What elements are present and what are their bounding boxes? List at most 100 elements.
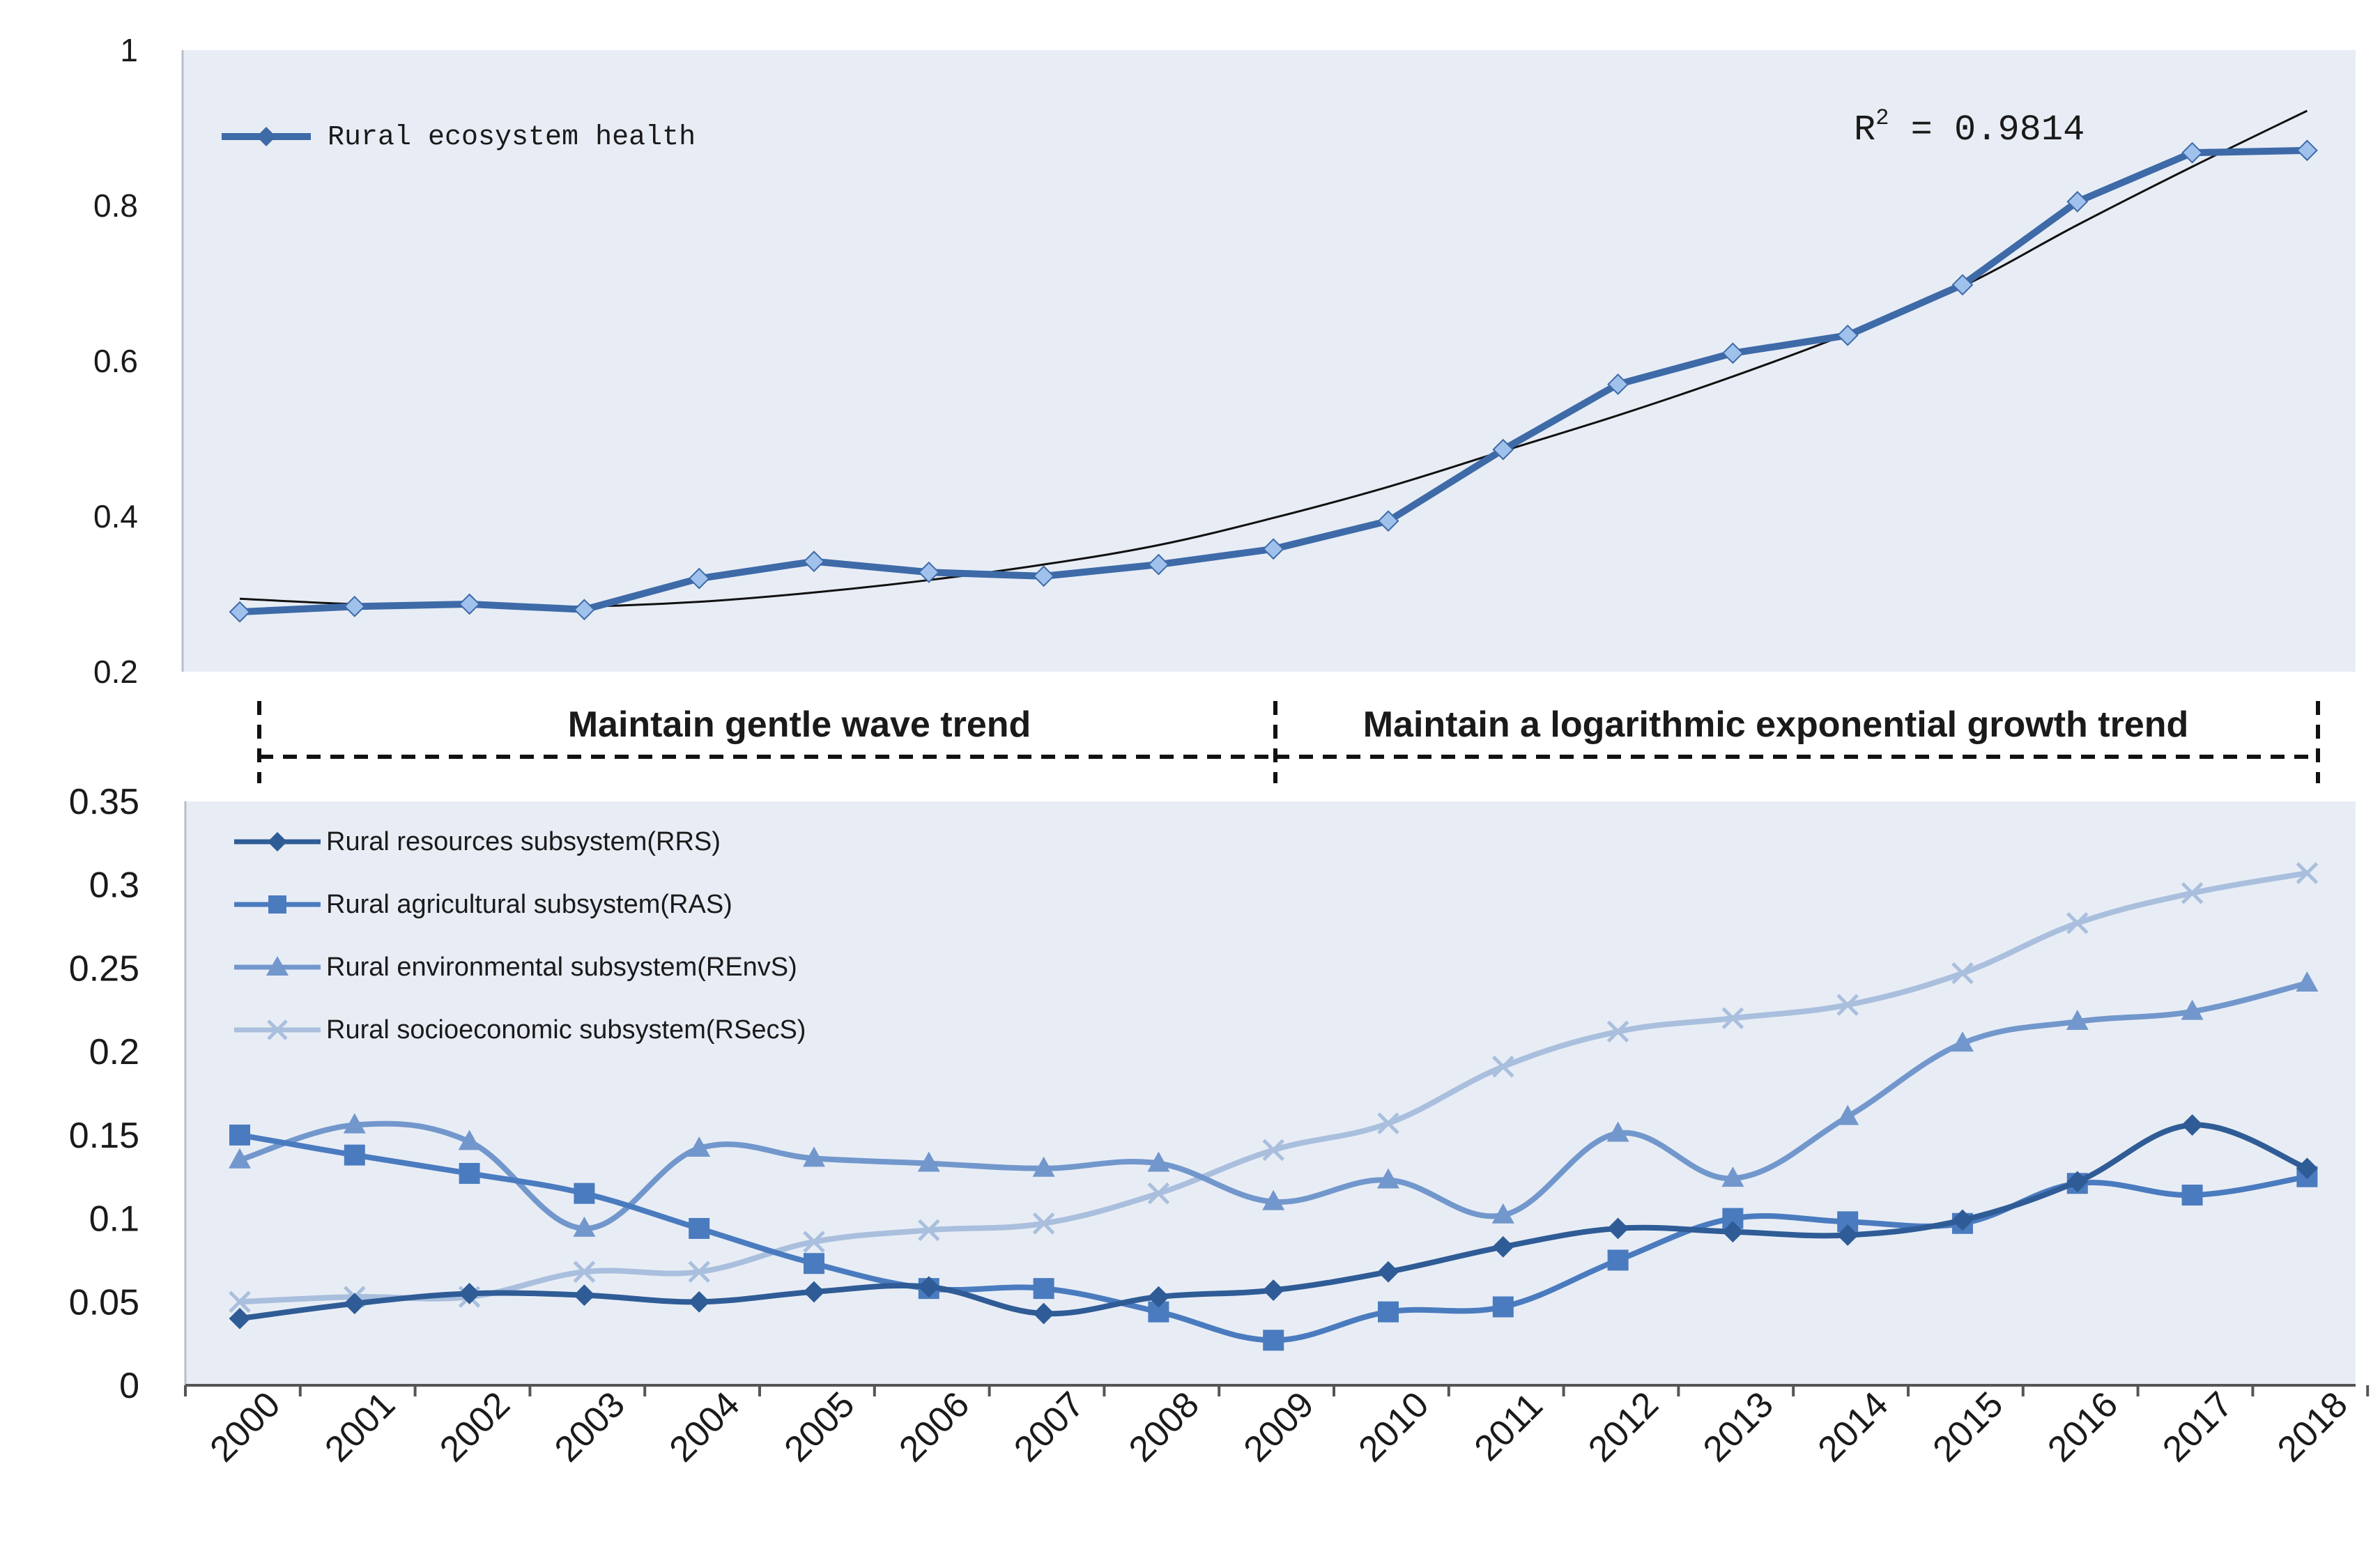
data-point-renvs xyxy=(1377,1168,1399,1189)
data-point-rrs xyxy=(1262,1279,1284,1301)
data-point xyxy=(1377,510,1399,532)
data-point xyxy=(1721,342,1744,364)
data-point xyxy=(2066,191,2089,213)
trend-brackets: Maintain gentle wave trend Maintain a lo… xyxy=(257,701,2320,783)
data-point xyxy=(573,599,595,621)
legend-label-rsecs: Rural socioeconomic subsystem(RSecS) xyxy=(326,1015,806,1045)
data-point-rsecs xyxy=(1262,1139,1284,1162)
data-point-rrs xyxy=(688,1291,710,1313)
r-squared-r: R xyxy=(1854,109,1875,151)
data-point xyxy=(344,595,366,617)
data-point-ras xyxy=(229,1124,250,1146)
bottom-series-group xyxy=(229,862,2319,1351)
data-point xyxy=(1951,274,1974,296)
data-point-rrs xyxy=(1951,1209,1974,1231)
data-point-renvs xyxy=(229,1148,251,1169)
data-point-rsecs xyxy=(2181,881,2204,904)
data-point-renvs xyxy=(1836,1104,1859,1125)
top-y-tick-label: 0.8 xyxy=(93,187,138,224)
data-point-renvs xyxy=(803,1146,825,1167)
x-tick-label: 2000 xyxy=(203,1385,289,1470)
data-point-rsecs xyxy=(1606,1020,1629,1043)
data-point xyxy=(2181,141,2204,164)
x-tick-label: 2007 xyxy=(1006,1385,1092,1470)
data-point xyxy=(1262,538,1284,560)
top-legend-label: Rural ecosystem health xyxy=(328,122,696,153)
data-point-rrs xyxy=(573,1284,595,1307)
x-tick-label: 2016 xyxy=(2040,1385,2126,1470)
bottom-y-tick-label: 0 xyxy=(119,1366,139,1406)
data-point xyxy=(688,567,710,590)
data-point-rsecs xyxy=(2066,912,2089,934)
bottom-y-tick-label: 0.05 xyxy=(69,1282,139,1323)
data-point-rsecs xyxy=(1147,1182,1170,1205)
data-point-rrs xyxy=(1721,1221,1744,1243)
data-point-ras xyxy=(1263,1330,1284,1351)
legend-item-rsecs: Rural socioeconomic subsystem(RSecS) xyxy=(234,1015,806,1045)
top-legend-marker xyxy=(256,127,276,146)
bottom-legend: Rural resources subsystem(RRS) Rural agr… xyxy=(234,827,806,1045)
data-point xyxy=(2296,139,2318,162)
x-tick-label: 2011 xyxy=(1467,1385,1551,1469)
x-tick-label: 2010 xyxy=(1351,1385,1437,1470)
data-point-ras xyxy=(459,1162,480,1184)
top-panel: 0.2 0.4 0.6 0.8 1 Rural ecosystem health R2 … xyxy=(93,32,2356,690)
data-point-renvs xyxy=(458,1130,481,1150)
data-point-renvs xyxy=(343,1113,366,1134)
top-legend: Rural ecosystem health xyxy=(222,122,696,153)
data-point-rrs xyxy=(344,1293,366,1315)
x-tick-label: 2001 xyxy=(317,1385,403,1470)
data-point-rsecs xyxy=(803,1231,825,1253)
data-point-renvs xyxy=(1951,1031,1974,1052)
x-tick-label: 2012 xyxy=(1581,1385,1666,1470)
data-point-renvs xyxy=(1606,1121,1629,1142)
data-point xyxy=(803,550,825,573)
data-point-rsecs xyxy=(918,1219,940,1242)
data-point-renvs xyxy=(1262,1189,1285,1210)
legend-marker-renvs xyxy=(266,956,289,976)
data-point-rrs xyxy=(1492,1235,1514,1258)
data-point-ras xyxy=(344,1144,365,1166)
data-point xyxy=(1147,553,1169,576)
data-point-renvs xyxy=(2296,971,2319,992)
bottom-y-tick-label: 0.2 xyxy=(89,1032,139,1072)
x-tick-label: 2013 xyxy=(1696,1385,1781,1470)
x-tick-label: 2018 xyxy=(2270,1385,2356,1470)
legend-item-renvs: Rural environmental subsystem(REnvS) xyxy=(234,953,797,982)
data-point-rrs xyxy=(1147,1286,1169,1308)
x-axis-ticks: 2000 2001 2002 2003 2004 2005 2006 2007 2008 2009… xyxy=(184,1385,2370,1470)
data-point-rsecs xyxy=(573,1261,596,1283)
legend-item-ras: Rural agricultural subsystem(RAS) xyxy=(234,890,732,919)
data-point-rrs xyxy=(459,1282,481,1304)
legend-label-rrs: Rural resources subsystem(RRS) xyxy=(326,827,721,856)
top-y-tick-label: 0.2 xyxy=(93,654,138,690)
x-tick-label: 2015 xyxy=(1926,1385,2011,1470)
data-point-rrs xyxy=(1033,1302,1055,1325)
bottom-y-tick-label: 0.1 xyxy=(89,1199,139,1240)
data-point-renvs xyxy=(2066,1010,2089,1031)
top-y-tick-label: 1 xyxy=(120,32,138,68)
data-point-rsecs xyxy=(1492,1055,1514,1078)
r-squared-superscript: 2 xyxy=(1875,105,1889,131)
data-point-renvs xyxy=(2181,999,2204,1020)
x-tick-label: 2008 xyxy=(1121,1385,1207,1470)
data-point-renvs xyxy=(573,1216,596,1237)
data-point-rrs xyxy=(1377,1261,1399,1283)
x-tick-label: 2005 xyxy=(777,1385,863,1470)
data-point-renvs xyxy=(1721,1166,1744,1187)
legend-item-rrs: Rural resources subsystem(RRS) xyxy=(234,827,721,856)
bottom-y-tick-label: 0.35 xyxy=(69,782,139,822)
trend-label-right: Maintain a logarithmic exponential growt… xyxy=(1363,704,2189,745)
data-point-rrs xyxy=(803,1281,825,1303)
top-series-group xyxy=(229,139,2318,623)
x-tick-label: 2003 xyxy=(547,1385,633,1470)
data-point-renvs xyxy=(1491,1203,1514,1224)
data-point-ras xyxy=(1492,1296,1514,1318)
data-point-ras xyxy=(1033,1278,1054,1300)
data-point-rrs xyxy=(918,1276,940,1298)
data-point-ras xyxy=(1607,1249,1629,1271)
data-point-rsecs xyxy=(688,1261,710,1283)
data-point-renvs xyxy=(1147,1151,1170,1172)
data-point-rsecs xyxy=(2296,862,2319,884)
bottom-y-tick-labels: 0 0.05 0.1 0.15 0.2 0.25 0.3 0.35 xyxy=(69,782,139,1406)
